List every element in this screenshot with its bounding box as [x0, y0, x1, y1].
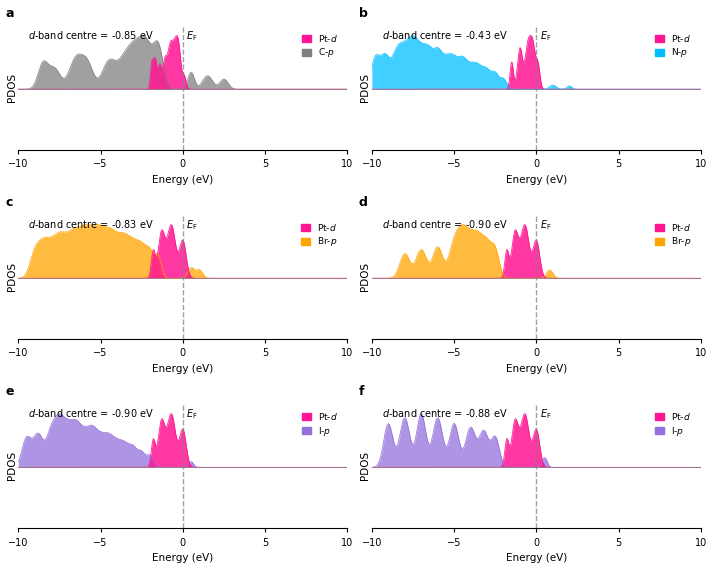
Text: b: b — [358, 7, 368, 20]
Text: $d$-band centre = -0.83 eV: $d$-band centre = -0.83 eV — [29, 218, 154, 230]
Y-axis label: PDOS: PDOS — [361, 73, 371, 102]
Legend: Pt-$d$, Br-$p$: Pt-$d$, Br-$p$ — [653, 220, 693, 250]
X-axis label: Energy (eV): Energy (eV) — [506, 364, 567, 374]
Y-axis label: PDOS: PDOS — [361, 451, 371, 481]
Text: $d$-band centre = -0.88 eV: $d$-band centre = -0.88 eV — [382, 407, 508, 419]
X-axis label: Energy (eV): Energy (eV) — [152, 364, 213, 374]
X-axis label: Energy (eV): Energy (eV) — [152, 553, 213, 563]
Text: $E_\mathrm{F}$: $E_\mathrm{F}$ — [540, 218, 551, 232]
Text: $d$-band centre = -0.90 eV: $d$-band centre = -0.90 eV — [382, 218, 508, 230]
Text: d: d — [358, 196, 368, 209]
Text: e: e — [5, 385, 14, 398]
X-axis label: Energy (eV): Energy (eV) — [506, 175, 567, 185]
Text: a: a — [5, 7, 14, 20]
Text: $d$-band centre = -0.43 eV: $d$-band centre = -0.43 eV — [382, 29, 508, 41]
Text: f: f — [358, 385, 364, 398]
Text: $d$-band centre = -0.85 eV: $d$-band centre = -0.85 eV — [29, 29, 154, 41]
Y-axis label: PDOS: PDOS — [7, 451, 17, 481]
X-axis label: Energy (eV): Energy (eV) — [506, 553, 567, 563]
Legend: Pt-$d$, I-$p$: Pt-$d$, I-$p$ — [300, 409, 340, 439]
Legend: Pt-$d$, I-$p$: Pt-$d$, I-$p$ — [653, 409, 693, 439]
Text: $E_\mathrm{F}$: $E_\mathrm{F}$ — [186, 407, 198, 421]
Y-axis label: PDOS: PDOS — [7, 73, 17, 102]
Text: c: c — [5, 196, 13, 209]
X-axis label: Energy (eV): Energy (eV) — [152, 175, 213, 185]
Text: $E_\mathrm{F}$: $E_\mathrm{F}$ — [186, 218, 198, 232]
Y-axis label: PDOS: PDOS — [7, 262, 17, 291]
Legend: Pt-$d$, Br-$p$: Pt-$d$, Br-$p$ — [299, 220, 340, 250]
Legend: Pt-$d$, N-$p$: Pt-$d$, N-$p$ — [653, 31, 693, 61]
Y-axis label: PDOS: PDOS — [361, 262, 371, 291]
Text: $E_\mathrm{F}$: $E_\mathrm{F}$ — [186, 29, 198, 43]
Text: $d$-band centre = -0.90 eV: $d$-band centre = -0.90 eV — [29, 407, 154, 419]
Legend: Pt-$d$, C-$p$: Pt-$d$, C-$p$ — [300, 31, 340, 61]
Text: $E_\mathrm{F}$: $E_\mathrm{F}$ — [540, 29, 551, 43]
Text: $E_\mathrm{F}$: $E_\mathrm{F}$ — [540, 407, 551, 421]
